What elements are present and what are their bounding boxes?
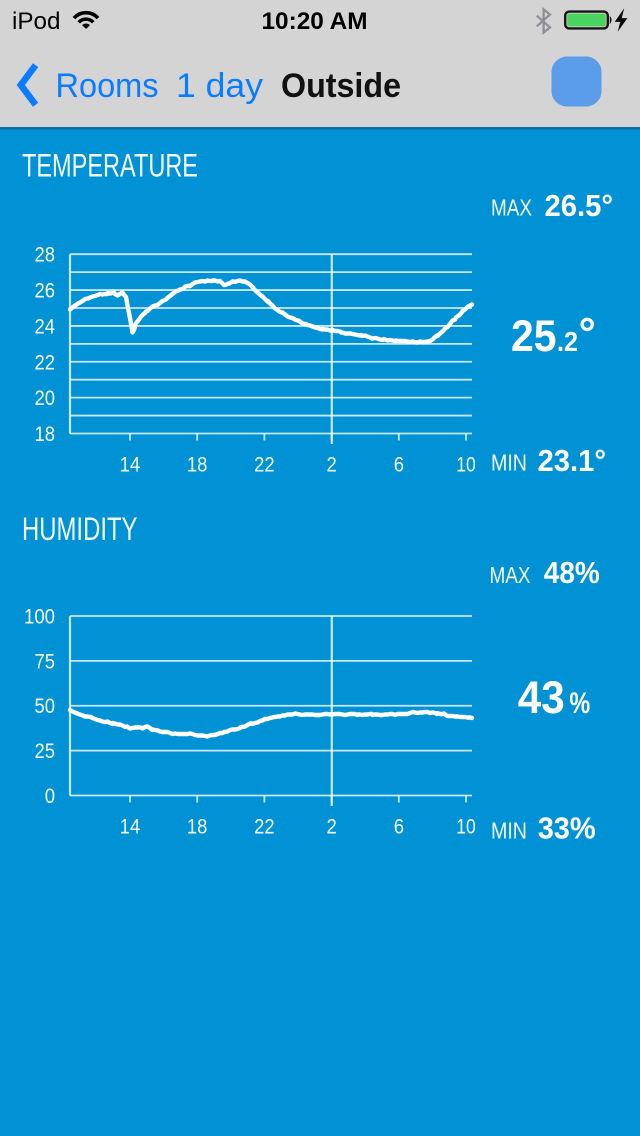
svg-text:6: 6 [394,454,404,477]
svg-text:14: 14 [120,816,141,839]
svg-text:%: % [569,687,590,720]
svg-text:MIN: MIN [491,450,527,476]
svg-text:HUMIDITY: HUMIDITY [22,511,138,547]
svg-text:6: 6 [394,816,404,839]
svg-text:10: 10 [456,454,476,477]
svg-text:TEMPERATURE: TEMPERATURE [22,148,198,184]
svg-text:14: 14 [120,454,141,477]
svg-text:.2: .2 [557,326,578,357]
svg-text:75: 75 [35,650,56,673]
svg-text:MIN: MIN [491,818,527,844]
svg-text:MAX: MAX [490,562,531,588]
svg-text:100: 100 [24,606,55,629]
svg-text:18: 18 [35,423,56,446]
svg-text:26.5°: 26.5° [545,188,614,223]
svg-text:22: 22 [35,351,56,374]
svg-text:25: 25 [511,312,557,361]
svg-text:33%: 33% [538,811,596,846]
svg-text:20: 20 [35,387,56,410]
svg-text:Rooms: Rooms [56,67,159,105]
svg-text:2: 2 [327,454,337,477]
svg-text:Outside: Outside [281,67,401,105]
svg-text:28: 28 [35,244,56,267]
svg-text:24: 24 [35,315,56,338]
svg-text:25: 25 [35,740,56,763]
svg-text:MAX: MAX [491,195,532,221]
svg-text:48%: 48% [544,555,600,590]
svg-text:10:20 AM: 10:20 AM [262,8,368,35]
svg-text:23.1°: 23.1° [538,443,607,478]
svg-text:26: 26 [35,280,56,303]
svg-text:18: 18 [187,816,208,839]
svg-text:43: 43 [518,672,565,723]
svg-text:0: 0 [45,785,55,808]
svg-text:22: 22 [254,454,275,477]
svg-text:18: 18 [187,454,208,477]
svg-text:1 day: 1 day [176,67,263,105]
svg-text:22: 22 [254,816,275,839]
svg-text:10: 10 [456,816,476,839]
svg-text:50: 50 [35,695,56,718]
svg-text:2: 2 [327,816,337,839]
svg-text:iPod: iPod [12,8,61,35]
